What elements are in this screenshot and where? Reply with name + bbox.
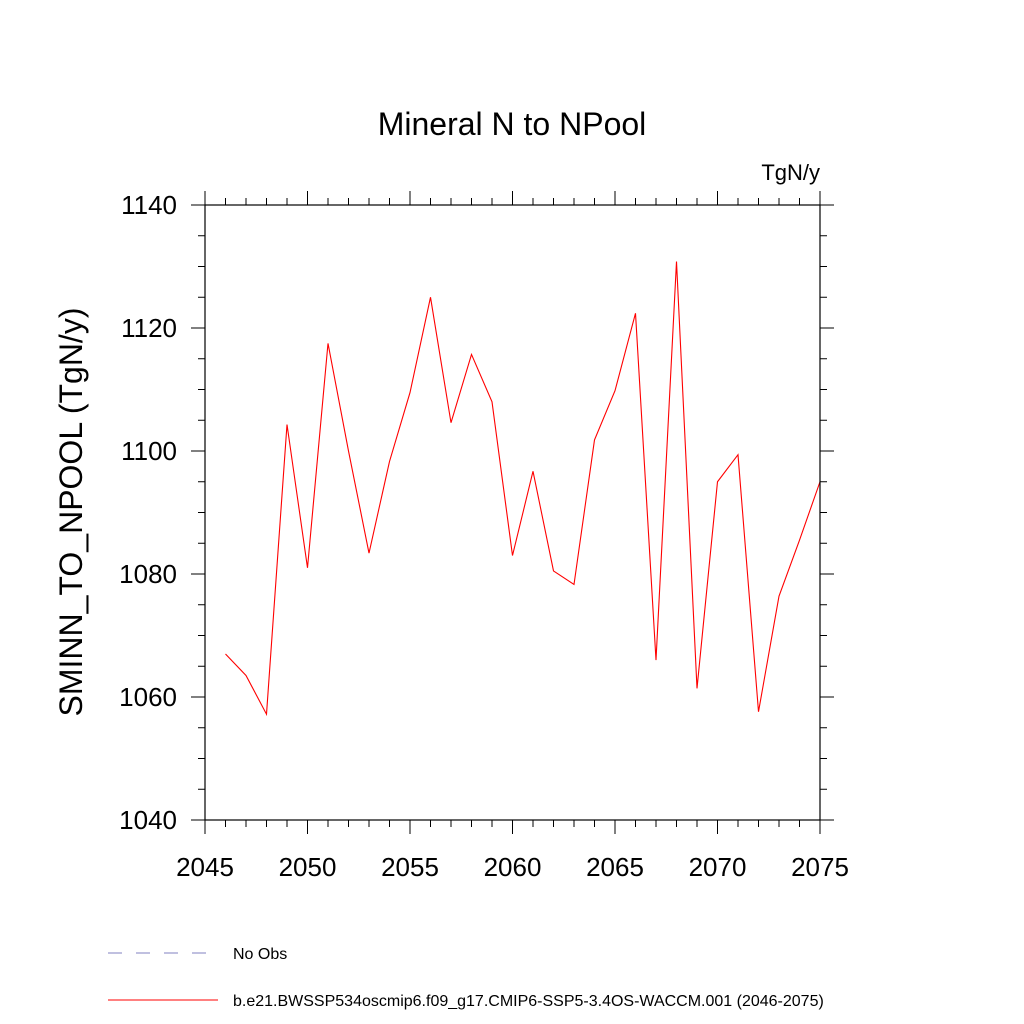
- x-tick-label: 2045: [176, 852, 234, 882]
- x-tick-label: 2050: [279, 852, 337, 882]
- y-axis-label: SMINN_TO_NPOOL (TgN/y): [53, 308, 89, 717]
- y-tick-label: 1080: [119, 559, 177, 589]
- series-layer: [225, 261, 821, 717]
- legend-label-model-run: b.e21.BWSSP534oscmip6.f09_g17.CMIP6-SSP5…: [233, 993, 824, 1010]
- chart-title: Mineral N to NPool: [378, 106, 647, 142]
- x-tick-label: 2065: [586, 852, 644, 882]
- y-tick-label: 1140: [121, 190, 177, 220]
- x-tick-label: 2075: [791, 852, 849, 882]
- x-tick-label: 2060: [484, 852, 542, 882]
- units-label: TgN/y: [761, 160, 820, 185]
- y-tick-label: 1100: [121, 436, 177, 466]
- y-tick-label: 1060: [119, 682, 177, 712]
- legend-label-no-obs: No Obs: [233, 946, 287, 963]
- y-tick-label: 1040: [119, 805, 177, 835]
- x-tick-label: 2055: [381, 852, 439, 882]
- axis-ticks: [191, 191, 834, 834]
- legend: No Obs b.e21.BWSSP534oscmip6.f09_g17.CMI…: [108, 946, 824, 1010]
- y-tick-label: 1120: [121, 313, 177, 343]
- axis-tick-labels: 2045 2050 2055 2060 2065 2070 2075 1040 1060 1080…: [119, 190, 849, 882]
- series-line: [225, 261, 821, 717]
- x-tick-label: 2070: [689, 852, 747, 882]
- plot-frame: [204, 204, 821, 821]
